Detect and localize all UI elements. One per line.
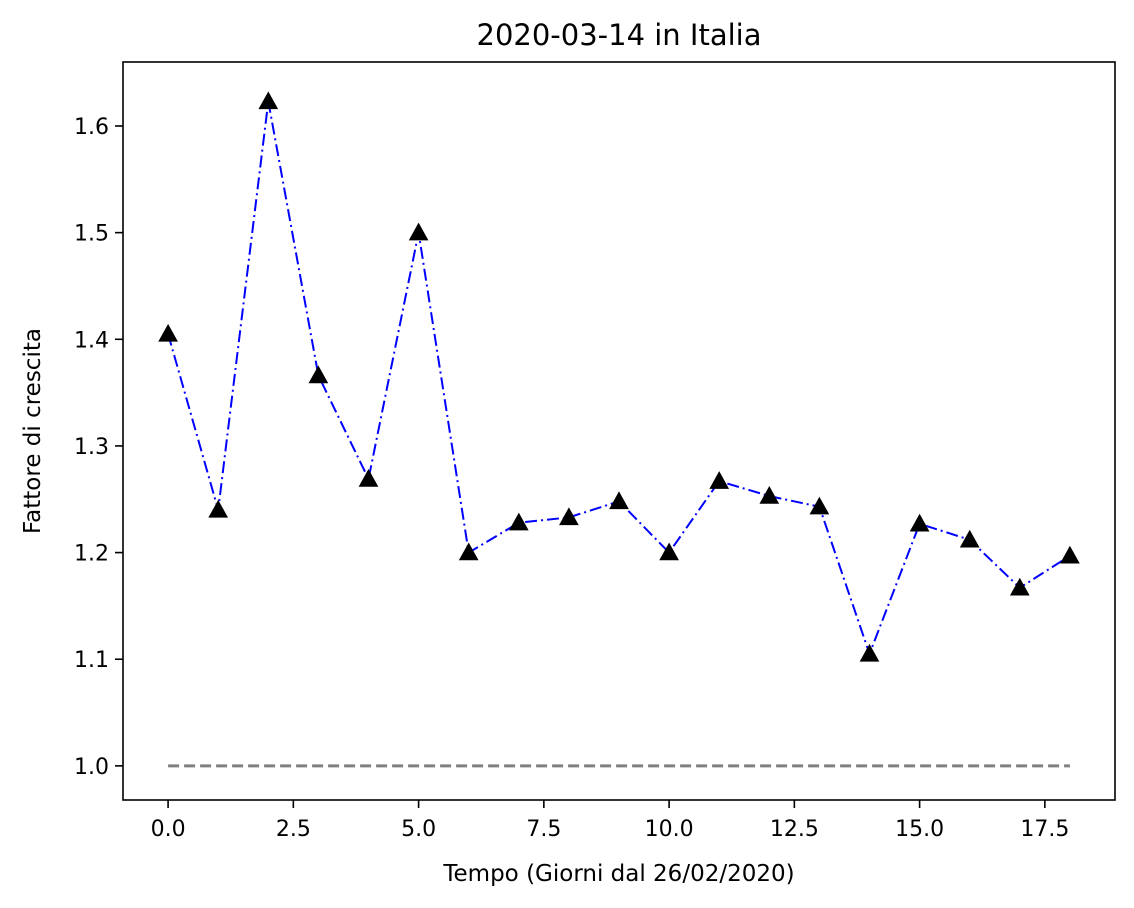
data-point-marker [208, 499, 229, 518]
x-tick-label: 0.0 [151, 817, 186, 842]
y-tick-label: 1.0 [74, 755, 109, 780]
y-tick-label: 1.6 [74, 115, 109, 140]
data-point-marker [458, 542, 479, 561]
y-tick-label: 1.5 [74, 222, 109, 247]
data-point-marker [1009, 577, 1030, 596]
data-point-marker [508, 512, 529, 531]
data-point-marker [158, 323, 178, 342]
y-axis-ticks: 1.0 1.1 1.2 1.3 1.4 1.5 1.6 [74, 115, 123, 780]
data-point-marker [709, 471, 730, 489]
plot-layer [158, 91, 1080, 768]
data-point-marker [609, 491, 629, 510]
x-tick-label: 7.5 [526, 817, 561, 842]
y-tick-label: 1.2 [74, 542, 109, 567]
x-tick-label: 2.5 [276, 817, 311, 842]
data-point-marker [308, 365, 329, 384]
y-tick-label: 1.3 [74, 435, 109, 460]
data-point-marker [759, 486, 780, 504]
data-point-marker [1060, 545, 1080, 564]
chart-title: 2020-03-14 in Italia [477, 18, 762, 52]
x-axis-label: Tempo (Giorni dal 26/02/2020) [442, 861, 794, 887]
x-tick-label: 17.5 [1020, 817, 1069, 842]
data-point-marker [408, 222, 429, 241]
data-point-marker [909, 513, 930, 532]
data-point-marker [358, 468, 379, 487]
x-tick-label: 15.0 [895, 817, 944, 842]
data-point-marker [859, 643, 880, 662]
data-point-marker [659, 542, 679, 561]
data-point-marker [959, 529, 980, 548]
data-point-marker [258, 91, 279, 110]
y-tick-label: 1.4 [74, 328, 109, 353]
data-point-marker [559, 507, 579, 526]
x-axis-ticks: 0.0 2.5 5.0 7.5 10.0 12.5 15.0 17.5 [151, 800, 1069, 842]
x-tick-label: 10.0 [645, 817, 694, 842]
x-tick-label: 12.5 [770, 817, 819, 842]
x-tick-label: 5.0 [401, 817, 436, 842]
plot-frame [122, 61, 1116, 801]
data-point-marker [809, 496, 830, 515]
y-axis-label: Fattore di crescita [20, 328, 46, 534]
y-tick-label: 1.1 [74, 648, 109, 673]
